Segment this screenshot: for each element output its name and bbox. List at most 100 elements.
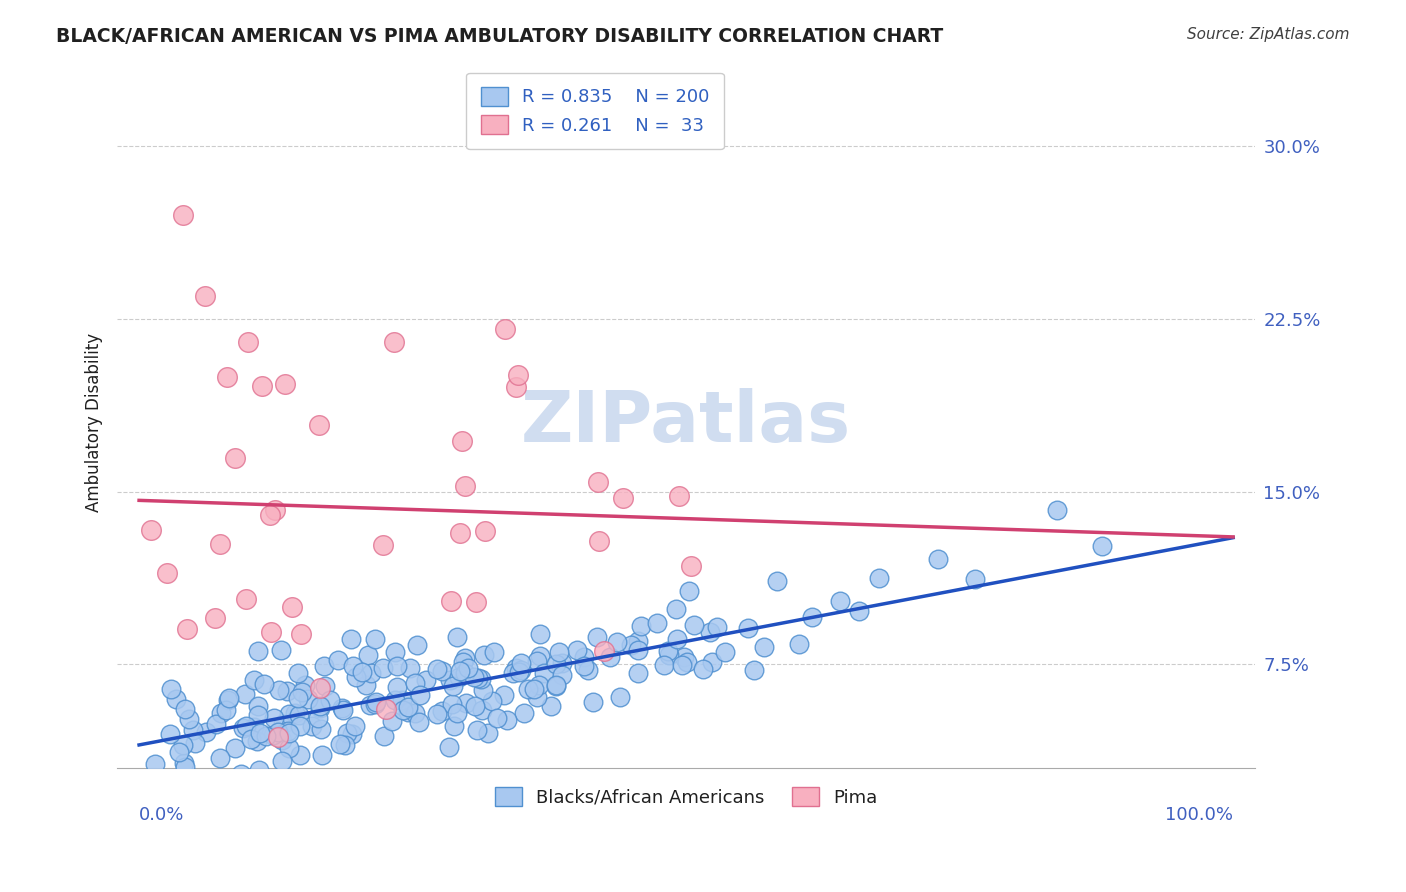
Point (266, 730, 288, 744)
Point (765, 574, 787, 589)
Point (505, 661, 527, 675)
Point (173, 702, 195, 716)
Point (309, 700, 332, 714)
Point (470, 672, 492, 686)
Point (467, 671, 489, 685)
Point (387, 659, 409, 673)
Point (382, 335, 405, 350)
Point (209, 750, 232, 764)
Point (681, 559, 703, 574)
Point (626, 634, 648, 648)
Point (527, 678, 550, 692)
Point (482, 645, 505, 659)
Point (440, 594, 463, 608)
Point (309, 699, 332, 714)
Point (371, 661, 394, 675)
Point (172, 738, 194, 752)
Point (342, 659, 364, 673)
Point (585, 631, 607, 645)
Point (828, 593, 851, 607)
Point (271, 717, 294, 731)
Text: 100.0%: 100.0% (1166, 805, 1233, 823)
Point (243, 720, 266, 734)
Point (609, 690, 631, 704)
Point (464, 698, 486, 713)
Point (576, 663, 599, 677)
Point (593, 643, 616, 657)
Text: ZIPatlas: ZIPatlas (522, 388, 851, 457)
Point (224, 451, 246, 466)
Point (354, 677, 377, 691)
Point (426, 662, 449, 676)
Point (311, 722, 333, 736)
Point (247, 708, 270, 723)
Point (544, 678, 567, 692)
Point (391, 693, 413, 707)
Point (574, 659, 596, 673)
Point (529, 626, 551, 640)
Point (344, 670, 367, 684)
Point (277, 724, 299, 739)
Point (415, 673, 437, 687)
Point (194, 725, 217, 739)
Point (463, 670, 485, 684)
Point (406, 638, 429, 652)
Point (287, 666, 309, 681)
Point (384, 645, 406, 659)
Point (294, 677, 316, 691)
Point (373, 729, 395, 743)
Text: 0.0%: 0.0% (139, 805, 184, 823)
Point (263, 711, 285, 725)
Text: Source: ZipAtlas.com: Source: ZipAtlas.com (1187, 27, 1350, 42)
Point (963, 572, 986, 586)
Point (165, 692, 187, 706)
Point (472, 648, 495, 662)
Point (449, 664, 471, 678)
Point (526, 653, 548, 667)
Point (357, 648, 380, 663)
Point (194, 289, 217, 303)
Point (375, 702, 398, 716)
Point (246, 699, 269, 714)
Point (270, 754, 292, 768)
Point (485, 711, 508, 725)
Point (496, 713, 519, 727)
Point (344, 719, 367, 733)
Text: BLACK/AFRICAN AMERICAN VS PIMA AMBULATORY DISABILITY CORRELATION CHART: BLACK/AFRICAN AMERICAN VS PIMA AMBULATOR… (56, 27, 943, 45)
Point (574, 649, 596, 664)
Point (540, 699, 562, 714)
Point (443, 718, 465, 732)
Point (141, 523, 163, 537)
Point (229, 766, 252, 780)
Point (311, 747, 333, 762)
Point (426, 707, 449, 722)
Point (446, 706, 468, 721)
Point (446, 630, 468, 644)
Point (363, 632, 385, 647)
Point (547, 645, 569, 659)
Point (172, 209, 194, 223)
Point (465, 595, 488, 609)
Point (287, 708, 309, 723)
Point (270, 642, 292, 657)
Point (181, 723, 204, 737)
Point (437, 739, 460, 754)
Point (606, 635, 628, 649)
Point (396, 700, 419, 714)
Point (868, 571, 890, 585)
Point (290, 747, 312, 762)
Point (281, 599, 304, 614)
Point (742, 663, 765, 677)
Point (645, 616, 668, 631)
Point (364, 695, 387, 709)
Point (508, 665, 530, 680)
Point (384, 693, 406, 707)
Point (340, 727, 363, 741)
Point (620, 638, 643, 652)
Point (266, 724, 288, 739)
Point (308, 681, 330, 696)
Point (329, 737, 352, 751)
Point (505, 380, 527, 394)
Point (927, 552, 949, 566)
Point (159, 726, 181, 740)
